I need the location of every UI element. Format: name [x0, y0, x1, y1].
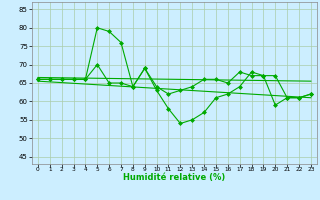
X-axis label: Humidité relative (%): Humidité relative (%) — [123, 173, 226, 182]
